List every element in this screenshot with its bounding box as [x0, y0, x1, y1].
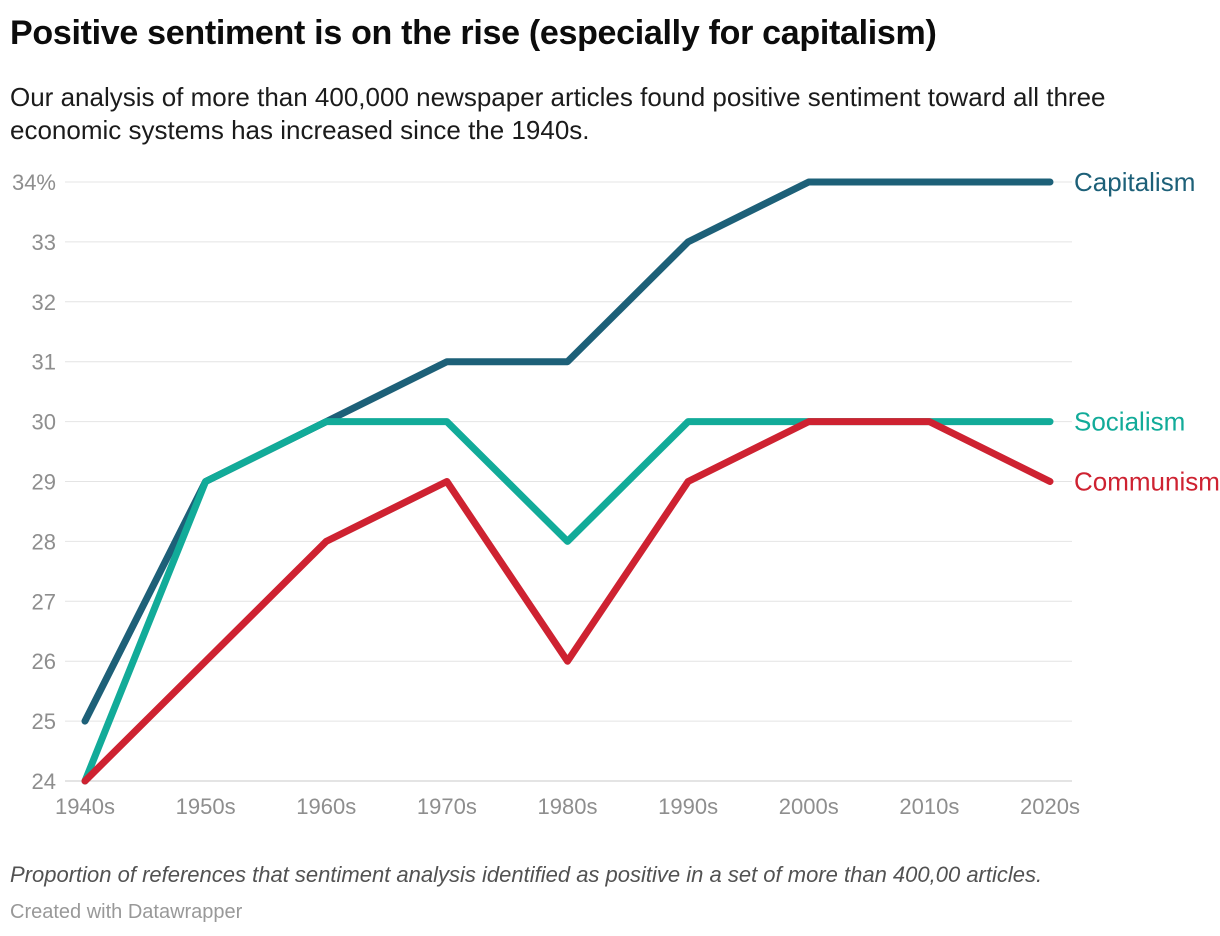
footnote: Proportion of references that sentiment …	[10, 862, 1043, 887]
y-tick-label: 30	[32, 410, 56, 435]
series-line-communism	[81, 418, 1054, 785]
datawrapper-credit[interactable]: Created with Datawrapper	[10, 901, 243, 923]
line-chart: 24 25 26 27 28 29 30 31 32 33 34% 1940s 1950s 1960s 19…	[12, 167, 1220, 819]
chart-subtitle: Our analysis of more than 400,000 newspa…	[10, 82, 1106, 145]
x-tick-label: 1940s	[55, 794, 115, 819]
y-tick-label: 24	[32, 769, 56, 794]
y-tick-label: 25	[32, 709, 56, 734]
y-tick-label: 26	[32, 649, 56, 674]
y-tick-label: 31	[32, 350, 56, 375]
y-tick-label: 33	[32, 230, 56, 255]
x-tick-label: 1970s	[417, 794, 477, 819]
x-tick-label: 2010s	[899, 794, 959, 819]
y-tick-label: 34%	[12, 170, 56, 195]
y-tick-label: 28	[32, 529, 56, 554]
y-tick-label: 29	[32, 470, 56, 495]
chart-title: Positive sentiment is on the rise (espec…	[10, 14, 937, 52]
y-tick-label: 32	[32, 290, 56, 315]
series-label-communism: Communism	[1074, 467, 1220, 497]
series-label-capitalism: Capitalism	[1074, 167, 1195, 197]
series-label-socialism: Socialism	[1074, 407, 1185, 437]
x-tick-label: 1980s	[538, 794, 598, 819]
y-tick-label: 27	[32, 589, 56, 614]
x-tick-label: 1990s	[658, 794, 718, 819]
x-tick-label: 2020s	[1020, 794, 1080, 819]
x-tick-label: 1950s	[176, 794, 236, 819]
x-tick-label: 1960s	[296, 794, 356, 819]
x-tick-label: 2000s	[779, 794, 839, 819]
